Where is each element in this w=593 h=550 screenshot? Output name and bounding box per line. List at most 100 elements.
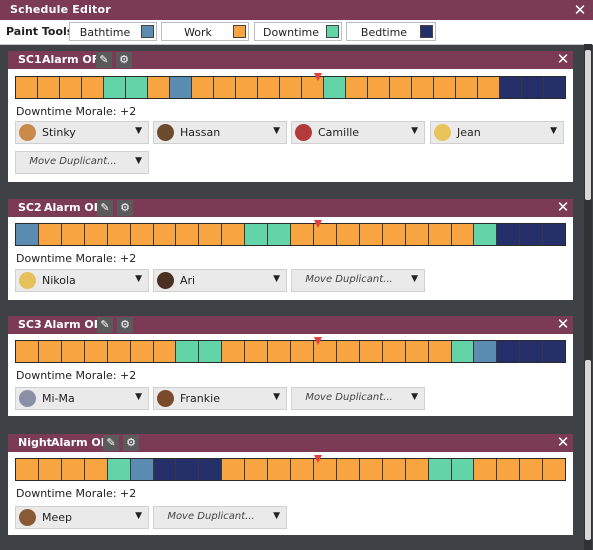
schedule-block[interactable] (130, 459, 154, 480)
alarm-status[interactable]: Alarm OFF (42, 53, 107, 66)
schedule-block[interactable] (382, 341, 406, 362)
schedule-block[interactable] (336, 224, 360, 245)
move-duplicant-dropdown[interactable]: Move Duplicant... ▼ (153, 506, 287, 529)
schedule-block[interactable] (368, 77, 390, 98)
schedule-block[interactable] (346, 77, 368, 98)
schedule-block[interactable] (148, 77, 170, 98)
schedule-block[interactable] (497, 341, 521, 362)
paint-tool-bedtime[interactable]: Bedtime (346, 22, 436, 41)
schedule-block[interactable] (451, 341, 475, 362)
schedule-block[interactable] (38, 459, 62, 480)
schedule-blocks[interactable] (15, 458, 566, 481)
schedule-block[interactable] (428, 224, 452, 245)
schedule-block[interactable] (199, 341, 223, 362)
schedule-block[interactable] (16, 224, 39, 245)
duplicant-dropdown[interactable]: Hassan ▼ (153, 121, 287, 144)
schedule-block[interactable] (359, 459, 383, 480)
schedule-block[interactable] (84, 459, 108, 480)
scrollbar-track[interactable] (584, 44, 592, 550)
schedule-block[interactable] (199, 224, 223, 245)
schedule-blocks[interactable] (15, 76, 566, 99)
schedule-block[interactable] (268, 459, 292, 480)
schedule-block[interactable] (543, 459, 566, 480)
move-duplicant-dropdown[interactable]: Move Duplicant... ▼ (15, 151, 149, 174)
schedule-block[interactable] (451, 459, 475, 480)
schedule-block[interactable] (192, 77, 214, 98)
schedule-block[interactable] (474, 341, 498, 362)
schedule-block[interactable] (38, 224, 62, 245)
schedule-block[interactable] (176, 459, 200, 480)
schedule-block[interactable] (245, 224, 269, 245)
schedule-block[interactable] (104, 77, 126, 98)
schedule-block[interactable] (176, 224, 200, 245)
schedule-block[interactable] (16, 341, 39, 362)
schedule-block[interactable] (520, 341, 544, 362)
schedule-block[interactable] (60, 77, 82, 98)
duplicant-dropdown[interactable]: Meep ▼ (15, 506, 149, 529)
schedule-block[interactable] (474, 224, 498, 245)
schedule-block[interactable] (16, 77, 38, 98)
schedule-block[interactable] (130, 341, 154, 362)
schedule-block[interactable] (153, 341, 177, 362)
pencil-icon[interactable]: ✎ (97, 317, 113, 333)
gear-icon[interactable]: ⚙ (123, 435, 139, 451)
schedule-block[interactable] (16, 459, 39, 480)
schedule-name[interactable]: SC3 (18, 318, 42, 331)
schedule-block[interactable] (451, 224, 475, 245)
schedule-block[interactable] (497, 459, 521, 480)
schedule-block[interactable] (428, 459, 452, 480)
gear-icon[interactable]: ⚙ (116, 52, 132, 68)
close-window-icon[interactable]: ✕ (573, 1, 587, 19)
schedule-block[interactable] (324, 77, 346, 98)
schedule-blocks[interactable] (15, 223, 566, 246)
schedule-block[interactable] (84, 341, 108, 362)
schedule-block[interactable] (382, 224, 406, 245)
schedule-block[interactable] (258, 77, 280, 98)
schedule-blocks[interactable] (15, 340, 566, 363)
schedule-block[interactable] (456, 77, 478, 98)
schedule-block[interactable] (336, 341, 360, 362)
schedule-block[interactable] (302, 77, 324, 98)
schedule-name[interactable]: Night (18, 436, 52, 449)
paint-tool-bathtime[interactable]: Bathtime (69, 22, 157, 41)
close-icon[interactable]: ✕ (556, 198, 570, 216)
schedule-block[interactable] (291, 341, 314, 362)
schedule-block[interactable] (544, 77, 565, 98)
duplicant-dropdown[interactable]: Stinky ▼ (15, 121, 149, 144)
pencil-icon[interactable]: ✎ (97, 200, 113, 216)
alarm-status[interactable]: Alarm OFF (44, 201, 109, 214)
pencil-icon[interactable]: ✎ (96, 52, 112, 68)
schedule-block[interactable] (199, 459, 223, 480)
duplicant-dropdown[interactable]: Ari ▼ (153, 269, 287, 292)
schedule-block[interactable] (428, 341, 452, 362)
schedule-block[interactable] (543, 224, 566, 245)
schedule-block[interactable] (382, 459, 406, 480)
schedule-name[interactable]: SC1 (18, 53, 42, 66)
duplicant-dropdown[interactable]: Camille ▼ (291, 121, 425, 144)
alarm-status[interactable]: Alarm OFF (44, 318, 109, 331)
pencil-icon[interactable]: ✎ (103, 435, 119, 451)
schedule-name[interactable]: SC2 (18, 201, 42, 214)
schedule-block[interactable] (522, 77, 544, 98)
schedule-block[interactable] (153, 224, 177, 245)
schedule-block[interactable] (390, 77, 412, 98)
schedule-block[interactable] (245, 459, 269, 480)
alarm-status[interactable]: Alarm OFF (51, 436, 116, 449)
schedule-block[interactable] (222, 341, 246, 362)
close-icon[interactable]: ✕ (556, 433, 570, 451)
schedule-block[interactable] (61, 224, 85, 245)
scrollbar-thumb[interactable] (585, 50, 591, 200)
schedule-block[interactable] (268, 224, 292, 245)
move-duplicant-dropdown[interactable]: Move Duplicant... ▼ (291, 269, 425, 292)
schedule-block[interactable] (153, 459, 177, 480)
schedule-block[interactable] (291, 459, 314, 480)
schedule-block[interactable] (82, 77, 104, 98)
paint-tool-downtime[interactable]: Downtime (254, 22, 342, 41)
schedule-block[interactable] (130, 224, 154, 245)
schedule-block[interactable] (38, 341, 62, 362)
duplicant-dropdown[interactable]: Frankie ▼ (153, 387, 287, 410)
schedule-block[interactable] (497, 224, 521, 245)
schedule-block[interactable] (291, 224, 314, 245)
schedule-block[interactable] (107, 459, 131, 480)
schedule-block[interactable] (520, 459, 544, 480)
